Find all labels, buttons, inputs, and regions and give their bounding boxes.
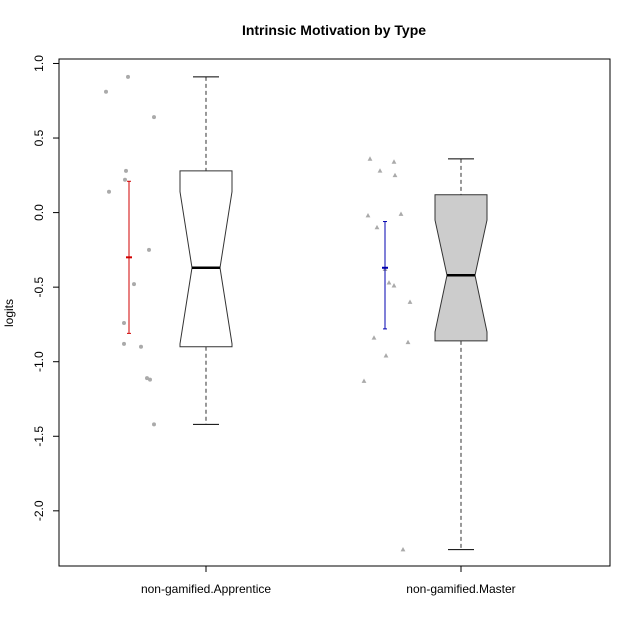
data-point [104, 89, 108, 94]
data-point [391, 159, 397, 164]
box [179, 170, 233, 348]
y-tick-label: 0.5 [32, 129, 46, 146]
y-tick-label: 1.0 [32, 55, 46, 72]
data-point [407, 299, 413, 304]
data-point [147, 247, 151, 252]
plot-frame [58, 58, 611, 567]
data-point [386, 280, 392, 285]
means-layer [126, 180, 388, 334]
data-point [123, 177, 127, 182]
data-point [398, 211, 404, 216]
data-point [405, 339, 411, 345]
y-axis-label: logits [2, 299, 16, 327]
chart-title: Intrinsic Motivation by Type [242, 22, 426, 38]
y-tick-label: 0.0 [32, 204, 46, 221]
data-point [391, 283, 397, 288]
data-point [107, 189, 111, 194]
data-point [374, 224, 380, 230]
data-point [145, 376, 149, 381]
data-point [361, 378, 367, 383]
boxes-layer [179, 76, 488, 551]
data-point [148, 377, 152, 382]
y-tick-label: -2.0 [32, 500, 46, 521]
y-axis: 1.0 0.5 0.0 -0.5 -1.0 -1.5 -2.0 [32, 55, 60, 521]
data-point [392, 172, 398, 178]
y-tick-label: -0.5 [32, 276, 46, 297]
data-point [377, 168, 383, 173]
data-point [126, 74, 130, 79]
points-layer [104, 74, 413, 552]
data-point [365, 212, 371, 218]
y-tick-label: -1.0 [32, 351, 46, 372]
data-point [132, 282, 136, 287]
data-point [152, 115, 156, 120]
box [434, 194, 488, 342]
data-point [383, 353, 389, 358]
data-point [124, 168, 128, 173]
data-point [152, 422, 156, 427]
x-tick-label: non-gamified.Apprentice [141, 582, 271, 596]
x-axis: non-gamified.Apprentice non-gamified.Mast… [141, 565, 516, 596]
data-point [122, 341, 126, 346]
data-point [371, 335, 377, 340]
data-point [367, 156, 373, 161]
data-point [400, 546, 406, 552]
y-tick-label: -1.5 [32, 426, 46, 447]
x-tick-label: non-gamified.Master [406, 582, 515, 596]
data-point [139, 344, 143, 349]
data-point [122, 320, 126, 325]
